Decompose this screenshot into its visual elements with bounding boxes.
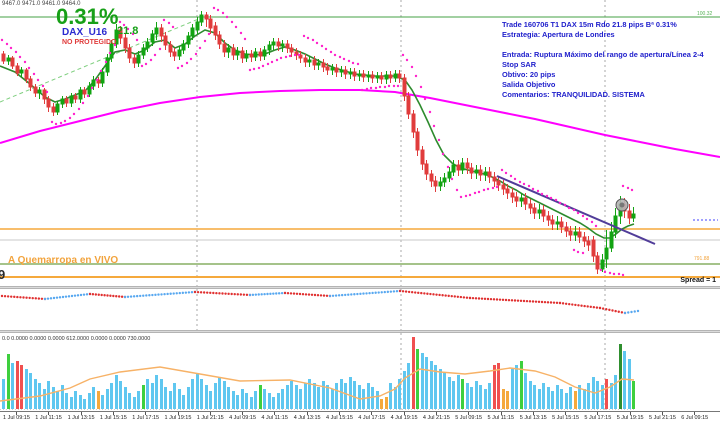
time-label: 5 Jul 15:15 bbox=[552, 415, 580, 421]
time-label: 4 Jul 17:15 bbox=[358, 415, 386, 421]
time-label: 4 Jul 09:15 bbox=[229, 415, 257, 421]
pips-label: 21.8 bbox=[117, 25, 139, 37]
trade-note-line: Trade 160706 T1 DAX 15m Rdo 21.8 pips Bª… bbox=[502, 20, 677, 29]
time-axis-tick bbox=[597, 412, 599, 415]
time-axis-tick bbox=[339, 412, 340, 415]
line-price-tag-trail: 791.88 bbox=[694, 256, 710, 262]
time-axis-tick bbox=[209, 412, 211, 415]
time-axis-tick bbox=[435, 412, 437, 415]
symbol-label: DAX_U16 bbox=[62, 27, 108, 38]
watermark-text: A Quemarropa en VIVO bbox=[8, 255, 119, 266]
trade-note-line: Stop SAR bbox=[502, 60, 537, 69]
price-chart-canvas[interactable] bbox=[0, 0, 720, 288]
time-axis-tick bbox=[694, 412, 696, 415]
time-axis-tick bbox=[177, 412, 179, 415]
time-label: 1 Jul 13:15 bbox=[67, 415, 95, 421]
volume-panel-canvas[interactable] bbox=[0, 333, 720, 411]
time-axis-tick bbox=[80, 412, 82, 415]
time-axis-tick bbox=[403, 412, 405, 415]
time-label: 5 Jul 09:15 bbox=[455, 415, 483, 421]
time-label: 1 Jul 09:15 bbox=[3, 415, 30, 421]
time-axis-tick bbox=[112, 412, 114, 415]
time-label: 4 Jul 21:15 bbox=[422, 415, 450, 421]
time-label: 1 Jul 15:15 bbox=[99, 415, 127, 421]
time-axis-tick bbox=[48, 412, 50, 415]
line-price-tag-top: 100.32 bbox=[697, 11, 713, 17]
watermark-letter: 9 bbox=[0, 267, 6, 282]
time-axis-tick bbox=[242, 412, 244, 415]
trade-note-line: Estrategia: Apertura de Londres bbox=[502, 30, 615, 39]
time-axis-tick bbox=[274, 412, 276, 415]
time-label: 4 Jul 13:15 bbox=[293, 415, 321, 421]
time-axis-tick bbox=[468, 412, 470, 415]
time-axis-tick bbox=[16, 412, 17, 415]
panel-separator[interactable] bbox=[0, 286, 720, 289]
time-axis-tick bbox=[565, 412, 567, 415]
time-axis-tick bbox=[306, 412, 308, 415]
time-label: 1 Jul 17:15 bbox=[132, 415, 160, 421]
time-label: 4 Jul 15:15 bbox=[326, 415, 353, 421]
time-label: 1 Jul 21:15 bbox=[196, 415, 224, 421]
time-axis-tick bbox=[371, 412, 373, 415]
trade-note-line: Obtivo: 20 pips bbox=[502, 70, 556, 79]
ohlc-readout: 9467.0 9471.0 9461.0 9464.0 bbox=[2, 1, 81, 7]
time-label: 1 Jul 19:15 bbox=[164, 415, 192, 421]
time-label: 1 Jul 11:15 bbox=[35, 415, 62, 421]
time-label: 4 Jul 11:15 bbox=[261, 415, 288, 421]
time-axis-tick bbox=[532, 412, 534, 415]
trade-note-block: Trade 160706 T1 DAX 15m Rdo 21.8 pips Bª… bbox=[502, 20, 718, 100]
time-axis[interactable]: 1 Jul 09:15 1 Jul 11:15 1 Jul 13:15 1 Jul 1… bbox=[0, 411, 720, 426]
protection-status-label: NO PROTEGIDO bbox=[62, 39, 117, 46]
time-axis-tick bbox=[662, 412, 663, 415]
time-label: 5 Jul 21:15 bbox=[649, 415, 676, 421]
volume-values-readout: 0.0 0.0000 0.0000 0.0000 612.0000 0.0000… bbox=[2, 336, 151, 342]
time-label: 5 Jul 17:15 bbox=[584, 415, 612, 421]
spread-label: Spread = 1 bbox=[680, 277, 716, 284]
time-axis-tick bbox=[629, 412, 631, 415]
panel-separator[interactable] bbox=[0, 330, 720, 333]
time-label: 6 Jul 09:15 bbox=[681, 415, 709, 421]
time-label: 5 Jul 13:15 bbox=[519, 415, 547, 421]
trade-note-line: Salida Objetivo bbox=[502, 80, 556, 89]
profit-percent-label: 0.31% bbox=[56, 4, 119, 29]
trade-note-line: Entrada: Ruptura Máximo del rango de ape… bbox=[502, 50, 704, 59]
time-label: 4 Jul 19:15 bbox=[390, 415, 418, 421]
time-label: 5 Jul 19:15 bbox=[616, 415, 644, 421]
trade-note-line: Comentarios: TRANQUILIDAD. SISTEMA bbox=[502, 90, 645, 99]
time-axis-tick bbox=[145, 412, 147, 415]
trade-note-line bbox=[502, 40, 718, 50]
oscillator-panel-canvas[interactable] bbox=[0, 289, 720, 330]
time-axis-tick bbox=[500, 412, 502, 415]
time-label: 5 Jul 11:15 bbox=[487, 415, 515, 421]
